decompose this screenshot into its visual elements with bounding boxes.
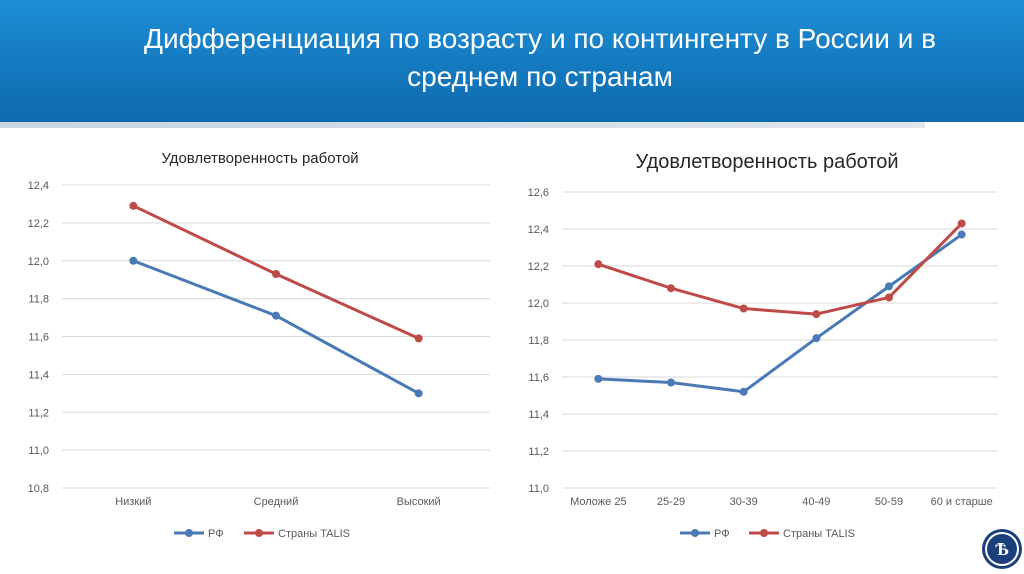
- legend-label: РФ: [714, 528, 730, 540]
- data-point: [414, 334, 423, 343]
- series-line: [131, 259, 421, 395]
- y-tick-label: 11,2: [28, 407, 49, 419]
- y-tick-label: 11,4: [528, 409, 549, 421]
- legend-label: РФ: [208, 528, 224, 540]
- chart-title: Удовлетворенность работой: [635, 151, 898, 173]
- data-point: [812, 310, 821, 319]
- y-tick-label: 12,4: [28, 180, 49, 192]
- hse-logo: Ѣ: [985, 532, 1019, 566]
- legend-marker: [760, 529, 768, 537]
- y-tick-label: 12,0: [528, 298, 549, 310]
- x-tick-label: 60 и старше: [931, 496, 993, 508]
- slide-header: [0, 0, 1024, 122]
- y-tick-label: 11,2: [528, 446, 549, 458]
- x-tick-label: Средний: [254, 496, 299, 508]
- y-tick-label: 10,8: [28, 483, 49, 495]
- y-tick-label: 11,8: [28, 294, 49, 306]
- y-tick-label: 11,6: [528, 372, 549, 384]
- y-tick-label: 12,2: [28, 218, 49, 230]
- x-tick-label: Моложе 25: [570, 496, 626, 508]
- data-point: [129, 201, 138, 210]
- y-tick-label: 11,4: [28, 369, 49, 381]
- data-point: [667, 378, 675, 387]
- chart-title: Удовлетворенность работой: [161, 150, 358, 167]
- data-point: [957, 230, 966, 239]
- legend-label: Страны TALIS: [278, 528, 350, 540]
- y-tick-label: 12,0: [28, 256, 49, 268]
- legend-marker: [691, 529, 699, 537]
- data-point: [885, 293, 893, 302]
- y-tick-label: 11,6: [28, 332, 49, 344]
- data-point: [594, 374, 603, 383]
- data-point: [667, 284, 675, 293]
- x-tick-label: 40-49: [802, 496, 830, 508]
- y-tick-label: 11,0: [528, 483, 549, 495]
- x-tick-label: Низкий: [115, 496, 151, 508]
- legend-label: Страны TALIS: [783, 528, 855, 540]
- data-point: [812, 334, 821, 343]
- y-tick-label: 12,2: [528, 261, 549, 273]
- data-point: [272, 270, 280, 279]
- x-tick-label: 30-39: [730, 496, 758, 508]
- data-point: [885, 282, 893, 291]
- legend-marker: [255, 529, 263, 537]
- y-tick-label: 12,6: [528, 187, 549, 199]
- data-point: [272, 311, 280, 320]
- y-tick-label: 12,4: [528, 224, 549, 236]
- header-stripe: [0, 122, 925, 128]
- legend-marker: [185, 529, 193, 537]
- x-tick-label: 50-59: [875, 496, 903, 508]
- data-point: [594, 260, 603, 269]
- data-point: [129, 256, 138, 265]
- series-line: [596, 221, 964, 316]
- data-point: [414, 389, 423, 398]
- data-point: [739, 387, 748, 396]
- series-line: [596, 233, 964, 394]
- y-tick-label: 11,0: [28, 445, 49, 457]
- x-tick-label: Высокий: [397, 496, 441, 508]
- y-tick-label: 11,8: [528, 335, 549, 347]
- data-point: [957, 219, 966, 228]
- slide-title: Дифференциация по возрасту и по континге…: [144, 23, 936, 92]
- data-point: [739, 304, 748, 313]
- x-tick-label: 25-29: [657, 496, 685, 508]
